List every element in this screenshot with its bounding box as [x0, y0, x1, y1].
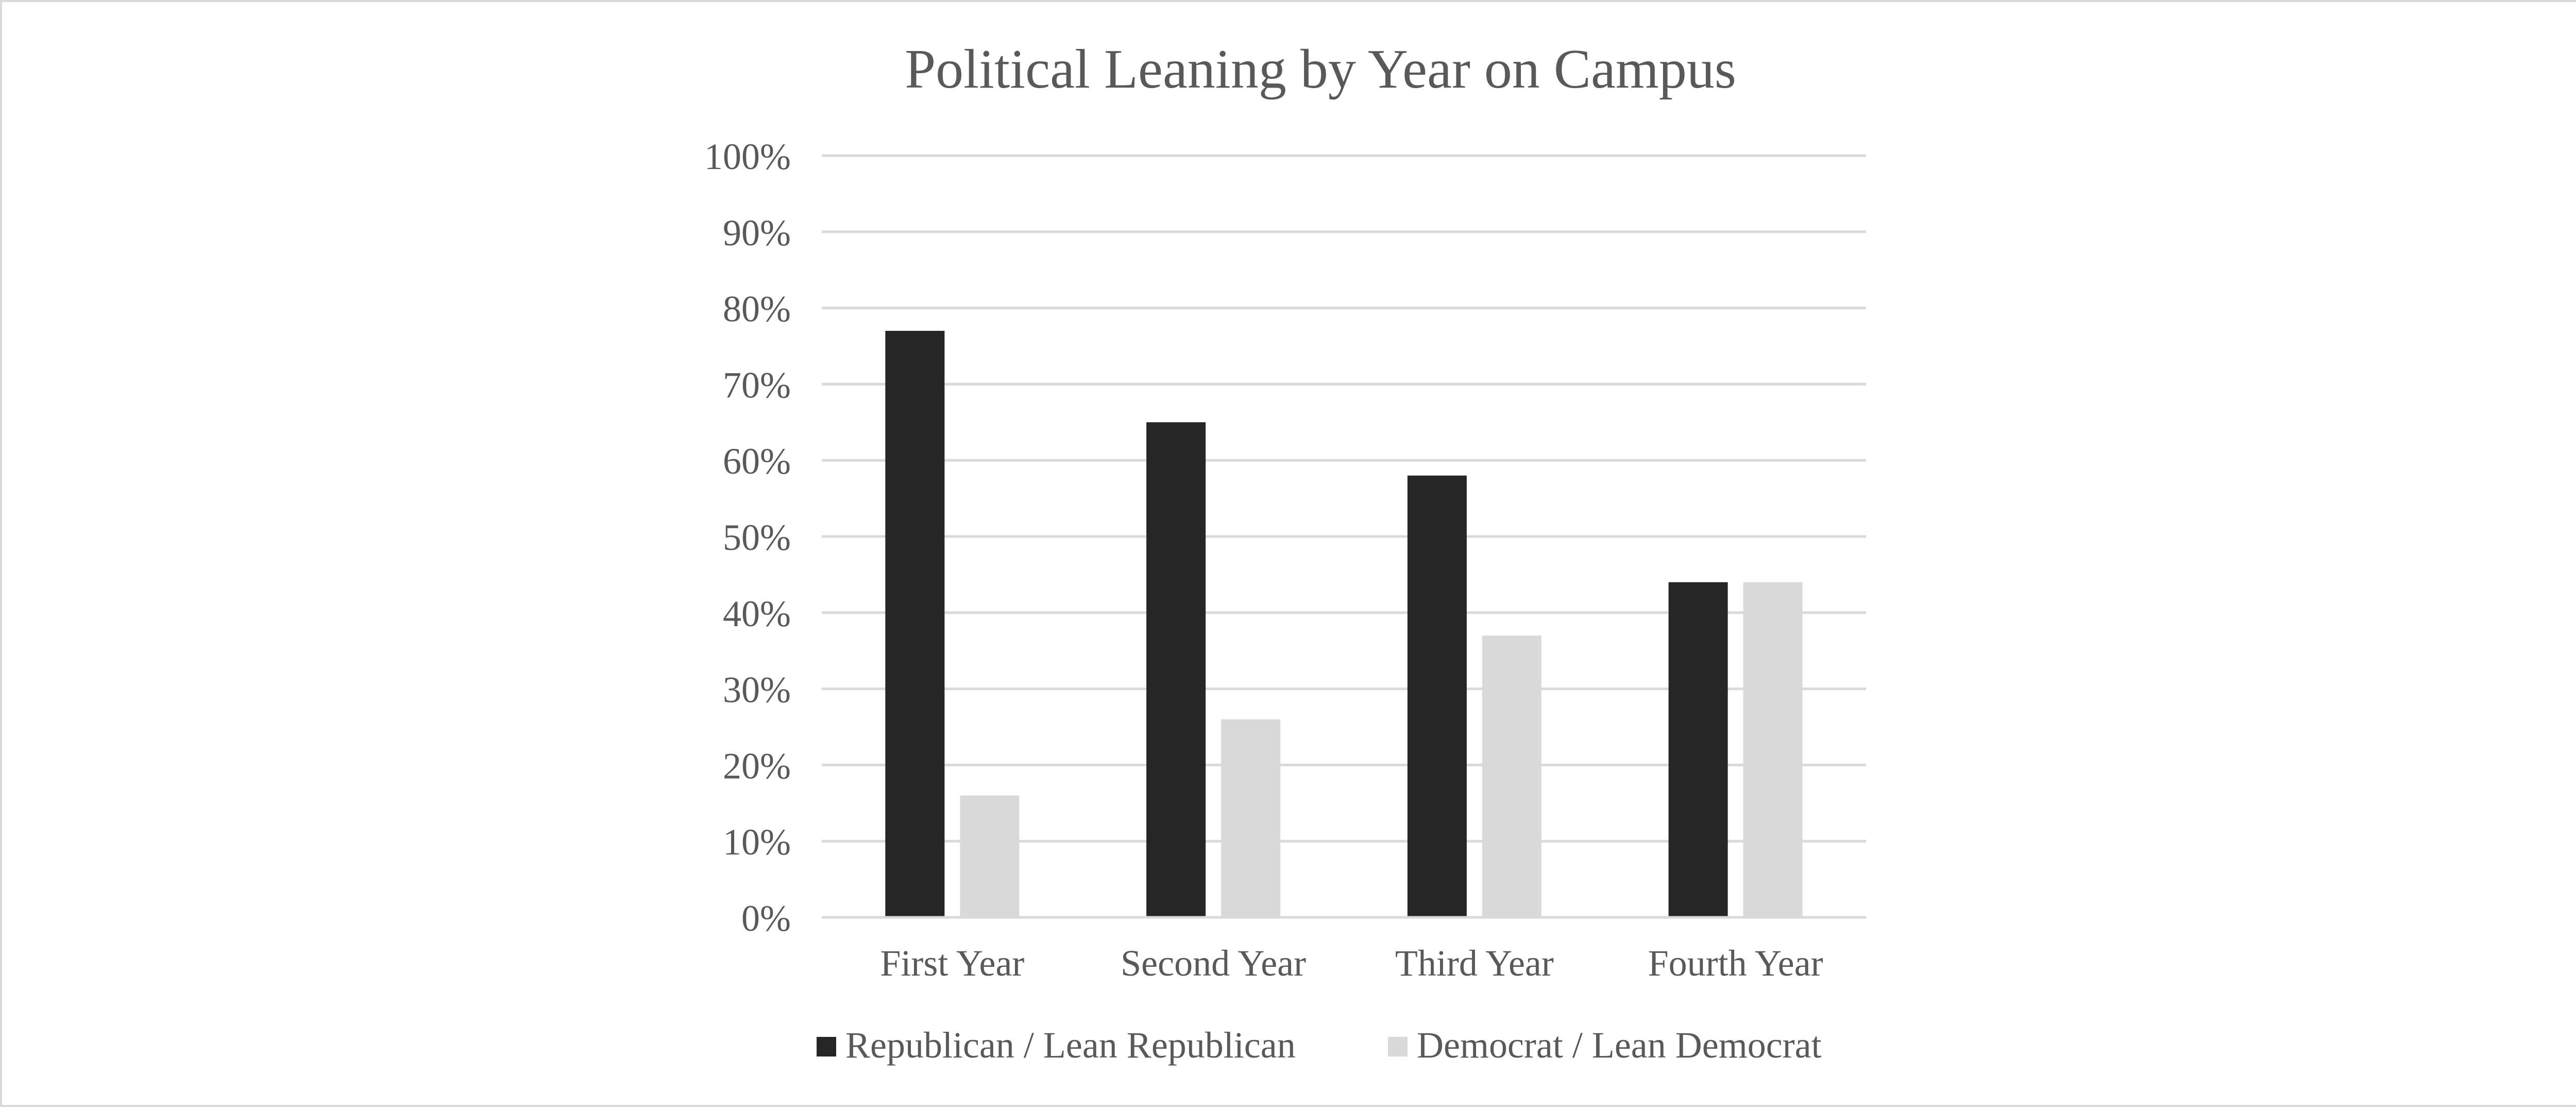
y-tick-label: 30%	[723, 669, 791, 711]
bar-republican-lean-republican-0	[885, 330, 945, 918]
y-tick-label: 70%	[723, 364, 791, 406]
bar-democrat-lean-democrat-0	[960, 795, 1020, 917]
bars	[885, 330, 1803, 918]
x-tick-label: Fourth Year	[1648, 943, 1823, 984]
x-tick-label: First Year	[880, 943, 1024, 984]
legend-swatch	[817, 1037, 836, 1056]
x-tick-label: Third Year	[1395, 943, 1554, 984]
y-tick-label: 90%	[723, 212, 791, 254]
y-tick-label: 60%	[723, 441, 791, 482]
legend-swatch	[1388, 1037, 1408, 1056]
bar-republican-lean-republican-3	[1668, 582, 1728, 917]
gridlines	[822, 154, 1866, 843]
y-tick-label: 20%	[723, 745, 791, 786]
bar-democrat-lean-democrat-2	[1482, 635, 1541, 917]
legend: Republican / Lean Republican Democrat / L…	[817, 1025, 1822, 1066]
y-axis-ticks: 0% 10% 20% 30% 40% 50% 60% 70% 80% 90% 100%	[704, 136, 791, 939]
x-axis-ticks: First Year Second Year Third Year Fourth Ye…	[880, 943, 1823, 984]
bar-republican-lean-republican-1	[1146, 422, 1206, 917]
y-tick-label: 10%	[723, 821, 791, 863]
legend-label: Republican / Lean Republican	[845, 1025, 1296, 1066]
y-tick-label: 40%	[723, 593, 791, 634]
bar-democrat-lean-democrat-1	[1221, 719, 1281, 917]
legend-label: Democrat / Lean Democrat	[1417, 1025, 1822, 1066]
bar-democrat-lean-democrat-3	[1743, 582, 1803, 917]
y-tick-label: 0%	[741, 898, 791, 939]
chart-title: Political Leaning by Year on Campus	[905, 39, 1736, 100]
x-tick-label: Second Year	[1121, 943, 1306, 984]
y-tick-label: 100%	[704, 136, 791, 177]
bar-republican-lean-republican-2	[1407, 475, 1467, 917]
y-tick-label: 50%	[723, 517, 791, 558]
y-tick-label: 80%	[723, 289, 791, 330]
